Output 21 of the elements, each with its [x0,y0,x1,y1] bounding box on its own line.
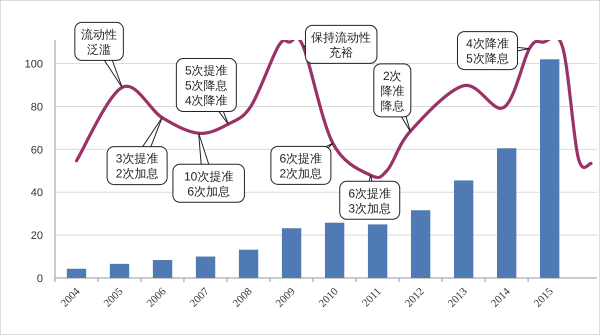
callout: 10次提准 6次加息 [172,132,245,203]
y-tick-label: 80 [30,101,43,114]
annotation: 流动性泛滥 [81,27,118,56]
annotation: 10次提准 6次加息 [184,169,234,198]
annotation: 5次提准 5次降息 4次降准 [185,64,228,108]
callout: 2次降准降息 [373,63,412,132]
y-tick-label: 60 [30,144,43,156]
callout: 保持流动性充裕 [302,24,378,64]
callout: 5次提准 5次降息 4次降准 [176,58,237,125]
y-tick-label: 100 [24,58,43,71]
annotation: 3次提准 2次加息 [116,152,158,181]
annotation: 保持流动性充裕 [311,30,372,60]
y-tick-label: 40 [30,187,43,200]
y-tick-label: 20 [30,230,43,242]
callout: 流动性泛滥 [74,22,124,88]
callout: 3次提准 2次加息 [106,117,168,186]
annotation: 2次降准降息 [380,68,404,113]
annotation: 6次提准 2次加息 [280,151,322,180]
callout: 6次提准 2次加息 [270,142,334,185]
y-tick-label: 0 [36,273,43,285]
x-tick-label: 2011 [360,286,384,310]
